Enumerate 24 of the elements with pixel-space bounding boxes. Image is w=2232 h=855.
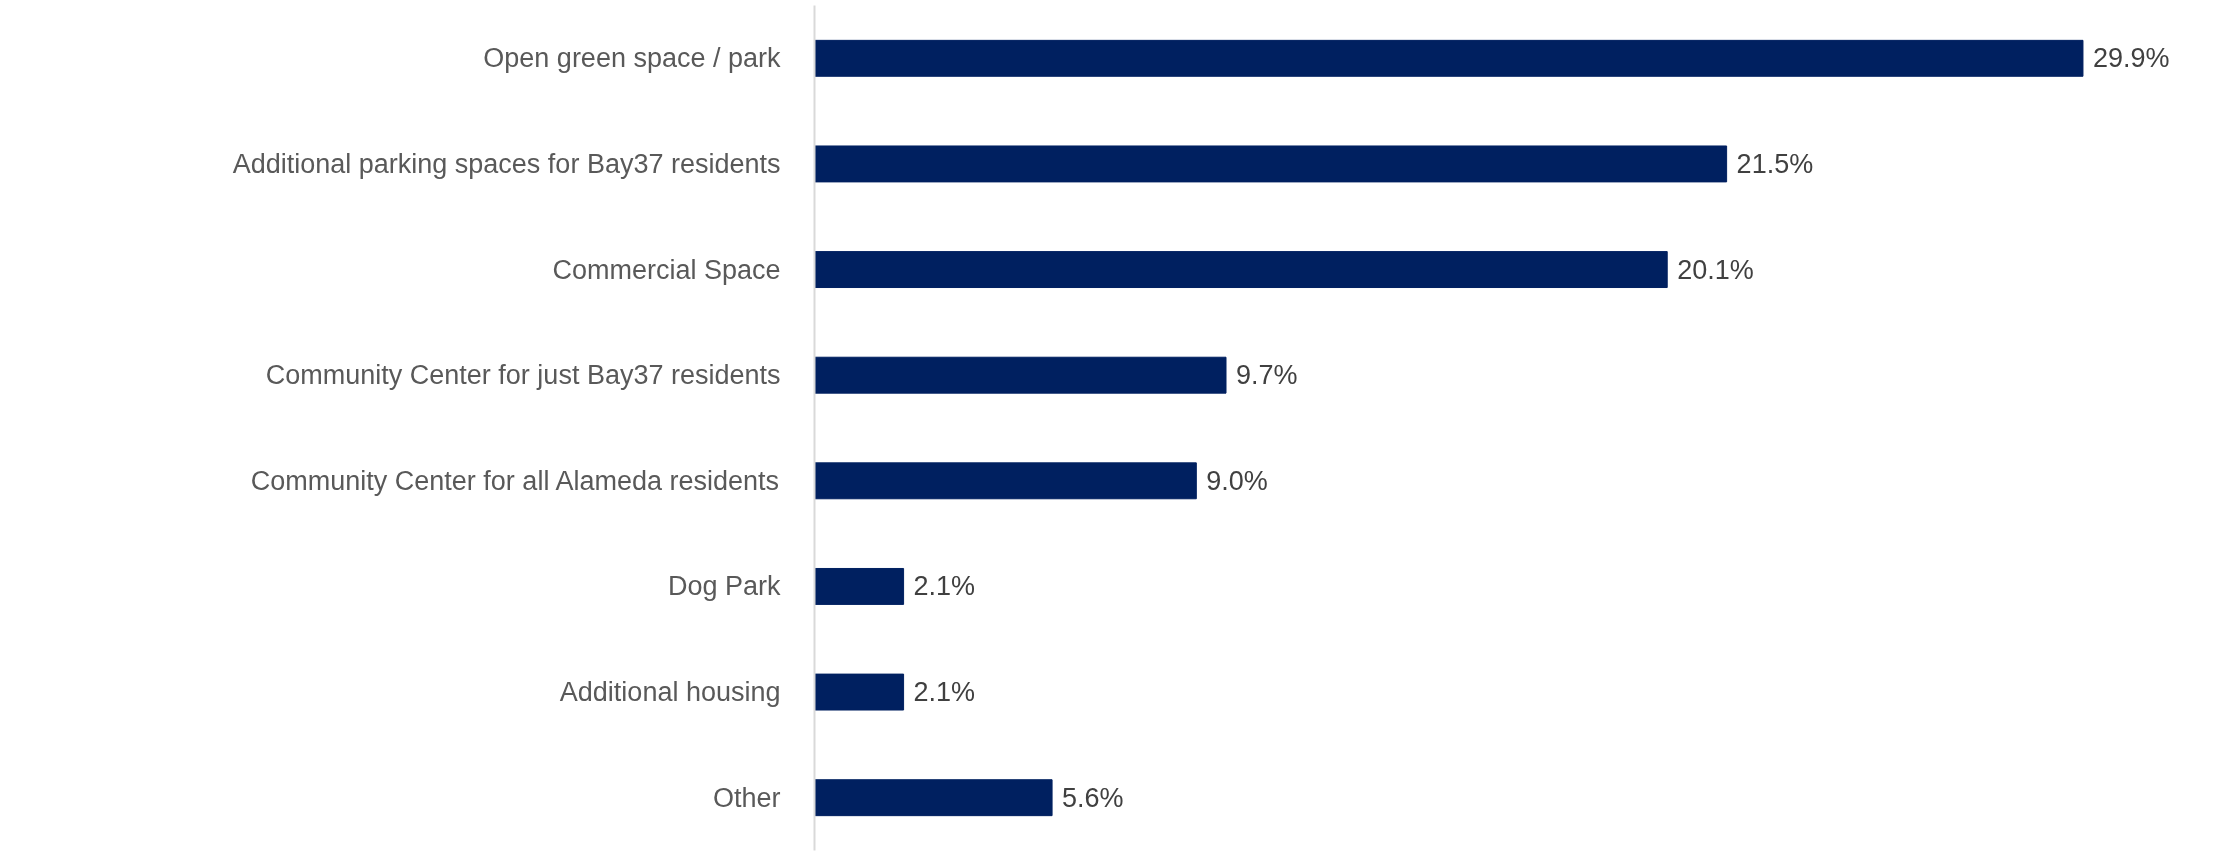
data-label: 9.0% [1206,465,1268,496]
y-tick-label: Additional housing [559,677,781,708]
data-label: 2.1% [913,571,976,602]
y-tick-label: Open green space / park [483,43,781,74]
bar [814,673,905,711]
data-label: 9.7% [1236,360,1298,391]
y-tick-label: Commercial Space [552,254,781,285]
y-tick-label: Community Center for all Alameda residents [250,465,780,496]
bar [814,356,1227,394]
bar [814,39,2084,77]
y-tick-label: Dog Park [667,571,781,602]
data-label: 20.1% [1677,254,1754,285]
data-label: 5.6% [1062,782,1124,813]
bar [814,251,1668,289]
bar [814,145,1728,183]
y-tick-label: Community Center for just Bay37 residents [265,360,781,391]
bar [814,779,1053,817]
y-tick-label: Other [712,782,781,813]
data-label: 21.5% [1736,148,1814,179]
bar [814,462,1197,500]
y-tick-label: Additional parking spaces for Bay37 residents [232,148,781,179]
data-label: 29.9% [2092,43,2170,74]
data-label: 2.1% [913,677,976,708]
bar [814,567,905,605]
